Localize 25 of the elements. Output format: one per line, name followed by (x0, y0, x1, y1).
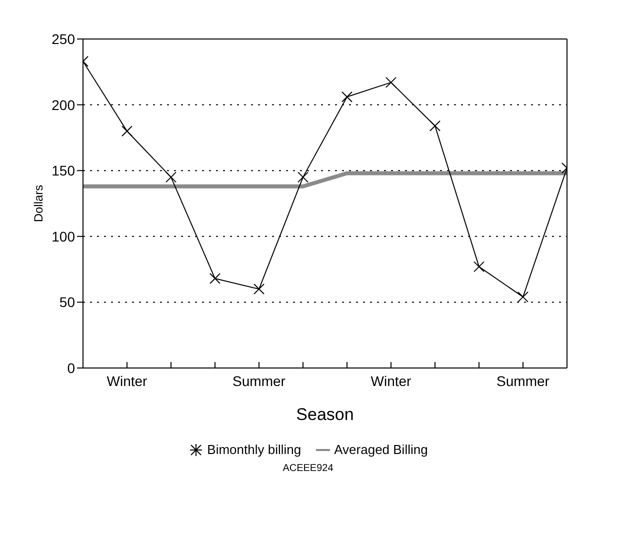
x-tick-label: Summer (232, 372, 286, 389)
y-tick-label: 150 (52, 162, 76, 179)
x-tick-label: Winter (106, 372, 148, 389)
point (474, 261, 484, 272)
point (430, 120, 440, 132)
y-tick-label: 0 (67, 360, 76, 376)
point (386, 76, 396, 88)
point (254, 284, 264, 295)
y-tick-label: 100 (52, 228, 76, 244)
point (298, 172, 308, 183)
y-tick-label: 250 (52, 30, 76, 47)
y-tick-label: 50 (59, 294, 76, 310)
text: ACEEE924 (282, 463, 334, 474)
x-tick-label: Summer (496, 372, 550, 389)
y-tick-label: 200 (52, 96, 76, 113)
point (122, 126, 132, 137)
point (342, 91, 352, 102)
point (166, 172, 176, 183)
x-tick-label: Winter (370, 372, 412, 389)
y-axis-title: Dollars (31, 184, 46, 222)
point (518, 291, 528, 302)
point (210, 273, 220, 284)
x-axis-title: Season (296, 405, 354, 424)
legend-label: Averaged Billing (334, 442, 428, 457)
legend-label: Bimonthly billing (207, 442, 302, 457)
